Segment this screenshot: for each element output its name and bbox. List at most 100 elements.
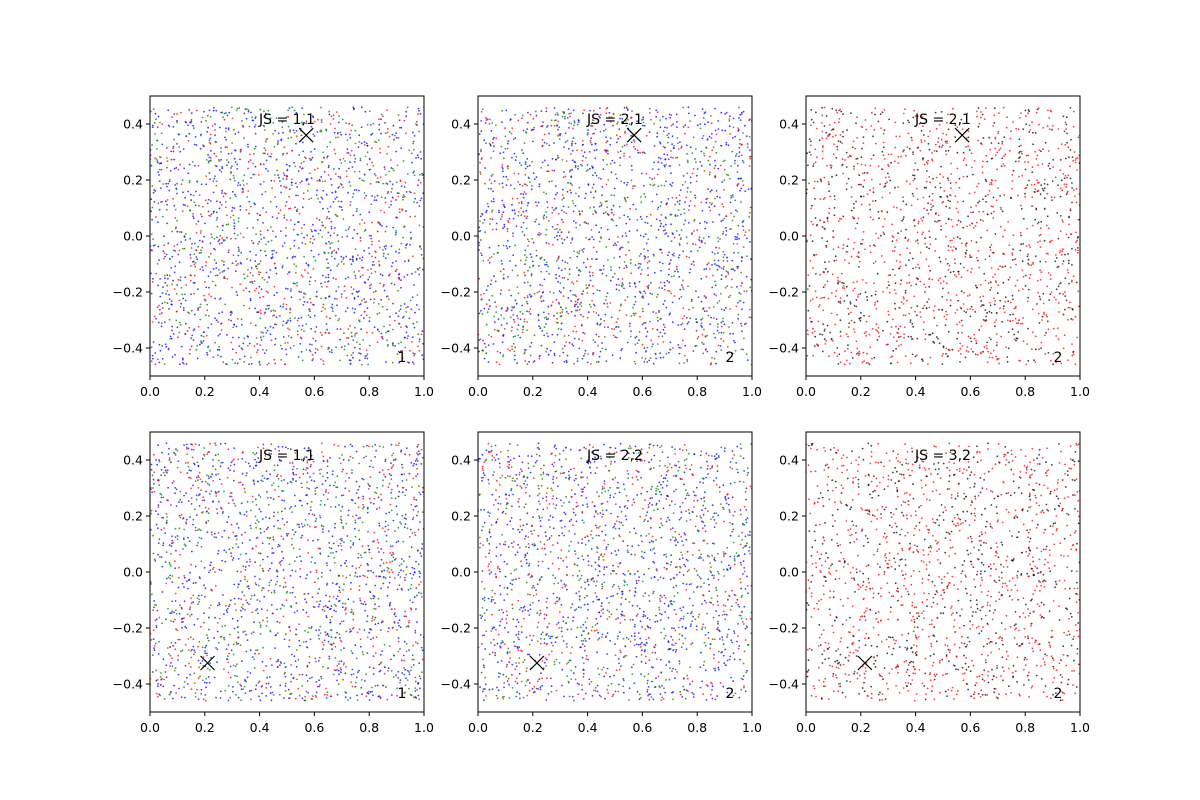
data-point xyxy=(1052,166,1054,168)
data-point xyxy=(747,188,750,191)
data-point xyxy=(914,240,917,243)
data-point xyxy=(309,237,312,240)
data-point xyxy=(417,107,420,110)
data-point xyxy=(565,359,568,362)
data-point xyxy=(554,207,557,210)
data-point xyxy=(185,363,188,365)
data-point xyxy=(536,204,538,207)
data-point xyxy=(305,178,308,181)
data-point xyxy=(485,117,487,119)
data-point xyxy=(877,165,880,168)
data-point xyxy=(1072,353,1075,356)
data-point xyxy=(312,357,315,360)
data-point xyxy=(881,196,884,199)
data-point xyxy=(600,203,603,206)
data-point xyxy=(815,296,818,299)
data-point xyxy=(677,256,680,259)
data-point xyxy=(881,168,884,171)
data-point xyxy=(592,174,594,177)
data-point xyxy=(272,133,275,135)
data-point xyxy=(841,286,844,289)
data-point xyxy=(263,236,265,239)
data-point xyxy=(534,220,536,223)
data-point xyxy=(583,151,586,154)
data-point xyxy=(157,221,159,224)
data-point xyxy=(188,352,191,355)
data-point xyxy=(1021,174,1023,177)
data-point xyxy=(327,276,330,279)
data-point xyxy=(182,148,185,150)
data-point xyxy=(204,264,207,267)
data-point xyxy=(207,198,210,201)
data-point xyxy=(403,195,406,198)
data-point xyxy=(858,352,861,355)
data-point xyxy=(642,118,645,121)
data-point xyxy=(736,285,738,288)
data-point xyxy=(740,187,743,190)
data-point xyxy=(327,231,330,234)
data-point xyxy=(338,205,341,208)
data-point xyxy=(247,167,250,170)
data-point xyxy=(332,277,335,279)
data-point xyxy=(193,127,195,130)
data-point xyxy=(683,208,685,211)
data-point xyxy=(551,301,554,303)
data-point xyxy=(651,293,654,296)
data-point xyxy=(311,115,314,117)
data-point xyxy=(378,260,380,263)
data-point xyxy=(226,114,229,117)
data-point xyxy=(704,227,707,230)
data-point xyxy=(253,125,256,128)
data-point xyxy=(719,293,722,295)
data-point xyxy=(717,128,720,131)
data-point xyxy=(405,132,407,135)
data-point xyxy=(841,158,844,161)
data-point xyxy=(312,235,314,238)
data-point xyxy=(193,292,195,295)
data-point xyxy=(359,343,361,346)
data-point xyxy=(613,272,616,275)
data-point xyxy=(949,145,952,148)
data-point xyxy=(355,210,358,213)
data-point xyxy=(199,134,202,137)
data-point xyxy=(182,309,185,312)
data-point xyxy=(687,106,690,109)
data-point xyxy=(1049,240,1052,243)
data-point xyxy=(672,156,674,159)
data-point xyxy=(1071,354,1074,357)
data-point xyxy=(314,330,316,333)
data-point xyxy=(564,261,567,263)
data-point xyxy=(609,121,612,123)
data-point xyxy=(1057,302,1060,304)
data-point xyxy=(151,126,154,129)
data-point xyxy=(642,297,645,299)
data-point xyxy=(909,183,911,185)
data-point xyxy=(501,307,503,309)
x-tick-label: 0.0 xyxy=(468,384,488,399)
data-point xyxy=(986,229,989,232)
data-point xyxy=(899,265,902,268)
data-point xyxy=(352,192,355,195)
data-point xyxy=(585,222,588,225)
data-point xyxy=(856,347,859,350)
data-point xyxy=(698,238,700,241)
data-point xyxy=(368,316,371,319)
data-point xyxy=(334,297,336,300)
data-point xyxy=(239,149,242,152)
data-point xyxy=(161,143,164,146)
y-tick-label: 0.4 xyxy=(123,117,143,132)
data-point xyxy=(735,153,738,155)
data-point xyxy=(170,158,173,161)
data-point xyxy=(376,329,379,331)
data-point xyxy=(327,262,330,265)
data-point xyxy=(648,107,651,110)
data-point xyxy=(221,166,224,168)
data-point xyxy=(415,304,418,306)
data-point xyxy=(696,174,698,177)
data-point xyxy=(212,268,215,270)
data-point xyxy=(660,222,663,225)
data-point xyxy=(249,281,252,283)
data-point xyxy=(524,161,527,164)
data-point xyxy=(574,303,576,306)
data-point xyxy=(678,203,681,205)
